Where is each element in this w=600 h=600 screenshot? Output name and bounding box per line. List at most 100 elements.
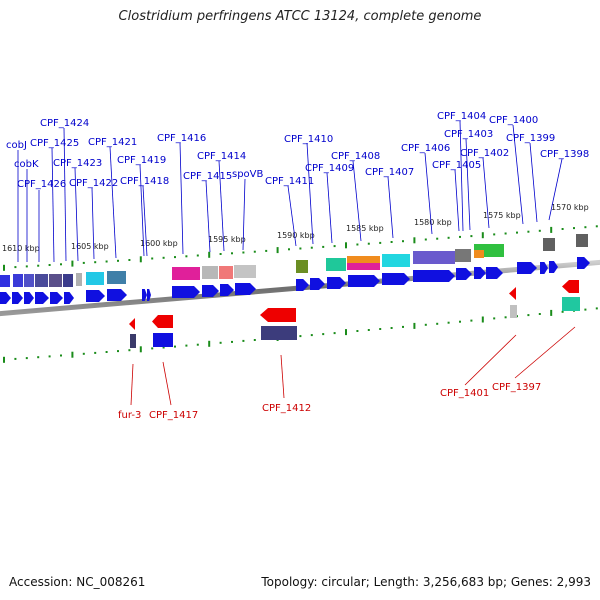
leader-line bbox=[287, 185, 297, 247]
ring-tick bbox=[299, 247, 302, 250]
ring-tick bbox=[94, 261, 97, 264]
cog-box bbox=[234, 265, 256, 278]
inner-tick-ring bbox=[3, 307, 598, 363]
leader-line bbox=[326, 172, 333, 244]
kbp-label: 1575 kbp bbox=[483, 211, 521, 220]
leader-line bbox=[91, 187, 95, 260]
gene-label: CPF_1417 bbox=[149, 410, 198, 421]
ring-tick bbox=[231, 252, 233, 255]
ring-tick bbox=[459, 320, 461, 323]
ring-tick bbox=[139, 256, 142, 263]
forward-gene-arrow bbox=[202, 285, 219, 297]
ring-tick bbox=[493, 233, 496, 236]
ring-tick bbox=[185, 255, 188, 258]
gene-label: spoVB bbox=[232, 169, 264, 180]
gene-label: CPF_1401 bbox=[440, 388, 489, 399]
ring-tick bbox=[356, 243, 359, 246]
ring-tick bbox=[25, 265, 28, 268]
ring-tick bbox=[504, 316, 507, 319]
forward-gene-arrow bbox=[348, 275, 380, 287]
ring-tick bbox=[322, 245, 325, 248]
ring-tick bbox=[550, 226, 553, 233]
forward-gene-arrow bbox=[235, 283, 256, 295]
ring-tick bbox=[37, 356, 40, 359]
ring-tick bbox=[310, 246, 313, 249]
ring-tick bbox=[367, 329, 370, 331]
accession-text: Accession: NC_008261 bbox=[9, 575, 146, 589]
ring-tick bbox=[436, 322, 439, 325]
forward-gene-arrow bbox=[296, 279, 309, 291]
ring-tick bbox=[174, 345, 176, 348]
ring-tick bbox=[584, 226, 587, 229]
ring-tick bbox=[219, 341, 222, 344]
ring-tick bbox=[82, 352, 85, 355]
map-title: Clostridium perfringens ATCC 13124, comp… bbox=[118, 9, 482, 24]
ring-tick bbox=[117, 350, 119, 353]
gene-label: CPF_1426 bbox=[17, 179, 66, 190]
ring-tick bbox=[162, 256, 165, 259]
cog-box bbox=[86, 272, 104, 285]
cog-box bbox=[13, 274, 23, 287]
gene-label: CPF_1414 bbox=[197, 151, 246, 162]
forward-gene-arrow bbox=[86, 290, 105, 302]
ring-tick bbox=[379, 328, 382, 330]
leader-line bbox=[130, 363, 134, 406]
gene-label: CPF_1408 bbox=[331, 151, 380, 162]
ring-tick bbox=[561, 310, 564, 313]
ring-tick bbox=[128, 349, 131, 352]
ring-tick bbox=[3, 356, 5, 363]
ring-tick bbox=[196, 254, 199, 257]
leader-line bbox=[218, 160, 225, 252]
ring-tick bbox=[196, 343, 199, 346]
gene-label: CPF_1402 bbox=[460, 148, 509, 159]
ring-tick bbox=[424, 238, 427, 241]
kbp-label: 1605 kbp bbox=[71, 242, 109, 251]
cog-box bbox=[202, 266, 218, 279]
gene-label: CPF_1415 bbox=[183, 171, 232, 182]
leader-line bbox=[306, 142, 314, 245]
ring-tick bbox=[413, 322, 416, 329]
ring-tick bbox=[174, 256, 176, 259]
ring-tick bbox=[242, 339, 245, 342]
gene-label: CPF_1406 bbox=[401, 143, 450, 154]
ring-tick bbox=[208, 251, 211, 258]
ring-tick bbox=[105, 351, 108, 353]
ring-tick bbox=[105, 260, 108, 263]
gene-label: CPF_1425 bbox=[30, 138, 79, 149]
ring-tick bbox=[413, 237, 416, 244]
ring-tick bbox=[367, 242, 370, 245]
cog-box bbox=[63, 274, 73, 287]
leader-line bbox=[162, 361, 172, 406]
forward-leader-lines bbox=[17, 120, 563, 263]
leader-line bbox=[387, 176, 394, 239]
ring-tick bbox=[481, 232, 484, 239]
forward-gene-arrow bbox=[486, 267, 503, 279]
leader-line bbox=[454, 169, 460, 232]
ring-tick bbox=[242, 251, 245, 254]
forward-gene-arrow bbox=[549, 261, 558, 273]
ring-tick bbox=[48, 355, 51, 358]
cog-box bbox=[347, 263, 380, 270]
leader-line bbox=[109, 146, 117, 259]
leader-line bbox=[74, 167, 79, 262]
ring-tick bbox=[139, 346, 142, 353]
ring-tick bbox=[538, 313, 541, 315]
ring-tick bbox=[527, 230, 530, 233]
ring-tick bbox=[162, 346, 165, 349]
kbp-label: 1585 kbp bbox=[346, 224, 384, 233]
forward-gene-arrow bbox=[50, 292, 63, 304]
ring-tick bbox=[299, 335, 302, 338]
ring-tick bbox=[573, 227, 575, 230]
forward-cog-boxes bbox=[0, 234, 588, 287]
kbp-label: 1580 kbp bbox=[414, 218, 452, 227]
gene-label: CPF_1416 bbox=[157, 133, 206, 144]
leader-line bbox=[51, 147, 55, 263]
cog-box bbox=[474, 244, 484, 250]
gene-label: CPF_1407 bbox=[365, 167, 414, 178]
forward-gene-arrow bbox=[382, 273, 410, 285]
forward-gene-arrow bbox=[413, 270, 455, 282]
ring-tick bbox=[185, 344, 188, 347]
forward-gene-arrow bbox=[107, 289, 127, 301]
ring-tick bbox=[128, 259, 131, 261]
